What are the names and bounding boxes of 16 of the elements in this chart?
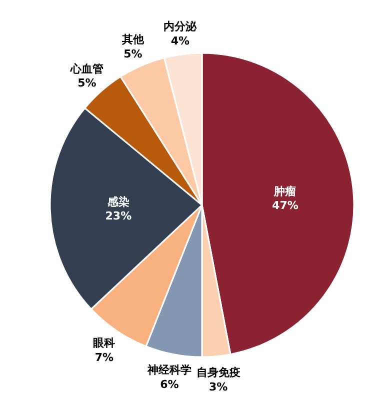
data-label: 3% bbox=[209, 380, 228, 394]
data-label: 47% bbox=[272, 199, 298, 212]
data-label: 5% bbox=[124, 47, 142, 60]
data-label: 23% bbox=[105, 210, 132, 223]
slice-label: 肿瘤 bbox=[273, 184, 296, 198]
data-label: 6% bbox=[160, 378, 179, 392]
data-label: 5% bbox=[78, 76, 96, 90]
slice-label: 自身免疫 bbox=[196, 366, 240, 380]
data-label: 4% bbox=[170, 34, 190, 48]
slice-label: 内分泌 bbox=[164, 20, 198, 34]
slice-label: 神经科学 bbox=[146, 364, 192, 377]
slice-label: 感染 bbox=[106, 195, 130, 208]
slice-label: 眼科 bbox=[93, 336, 116, 350]
slice-label: 心血管 bbox=[69, 62, 104, 76]
data-label: 7% bbox=[94, 351, 114, 364]
slice-label: 其他 bbox=[120, 33, 145, 46]
